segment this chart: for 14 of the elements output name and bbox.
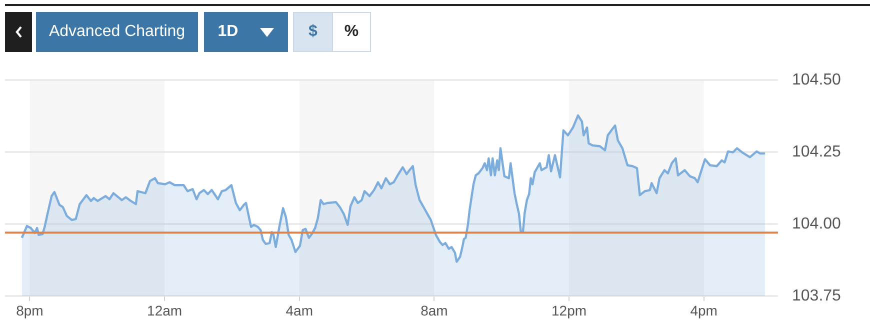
x-tick-label: 8pm — [16, 302, 44, 318]
y-tick-label: 103.75 — [792, 287, 842, 304]
y-tick-label: 104.25 — [792, 143, 842, 160]
y-tick-label: 104.00 — [792, 215, 842, 232]
x-tick-label: 12am — [147, 302, 182, 318]
x-tick-label: 12pm — [552, 302, 587, 318]
text: 1D — [218, 23, 238, 41]
text: % — [344, 23, 359, 41]
x-tick-label: 8am — [420, 302, 448, 318]
text: Advanced Charting — [48, 23, 186, 41]
y-tick-label: 104.50 — [792, 71, 842, 88]
text: $ — [308, 23, 318, 41]
x-tick-label: 4pm — [690, 302, 718, 318]
x-tick-label: 4am — [286, 302, 313, 318]
